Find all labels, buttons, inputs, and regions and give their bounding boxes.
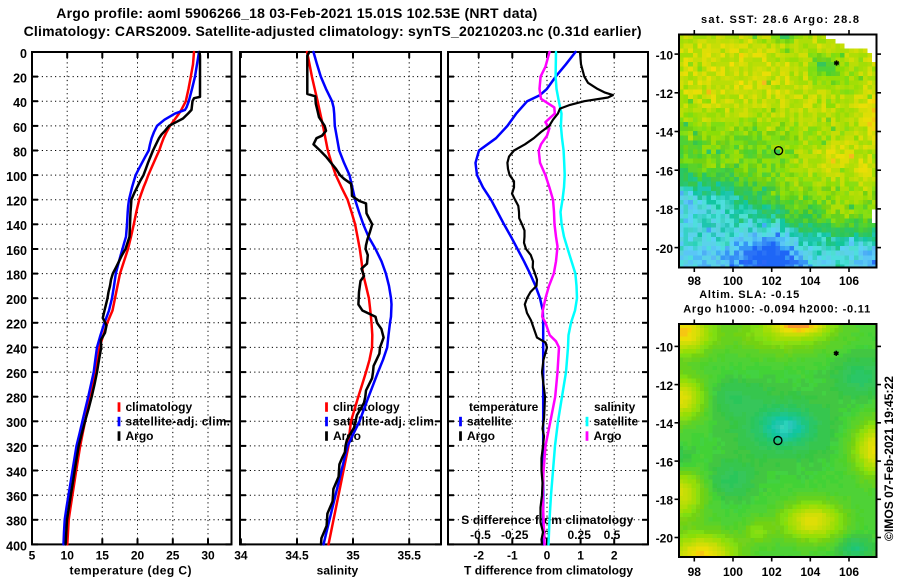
svg-text:-16: -16 <box>656 455 674 469</box>
svg-text:temperature: temperature <box>469 400 539 414</box>
svg-text:40: 40 <box>13 96 27 110</box>
svg-text:34.5: 34.5 <box>285 549 309 563</box>
svg-text:240: 240 <box>6 342 27 356</box>
svg-text:-16: -16 <box>656 164 674 178</box>
svg-text:220: 220 <box>6 318 27 332</box>
svg-text:34: 34 <box>234 549 248 563</box>
svg-text:-0.25: -0.25 <box>501 528 529 542</box>
svg-text:120: 120 <box>6 195 27 209</box>
svg-text:Altim. SLA: -0.15: Altim. SLA: -0.15 <box>699 289 799 301</box>
svg-text:106: 106 <box>839 274 859 288</box>
svg-text:35: 35 <box>346 549 360 563</box>
svg-text:400: 400 <box>6 539 27 553</box>
svg-text:180: 180 <box>6 268 27 282</box>
svg-text:0: 0 <box>20 47 27 61</box>
svg-text:2: 2 <box>611 549 618 563</box>
svg-text:-1: -1 <box>507 549 518 563</box>
svg-text:0.25: 0.25 <box>568 528 592 542</box>
svg-text:280: 280 <box>6 392 27 406</box>
svg-text:-0.5: -0.5 <box>470 528 491 542</box>
svg-text:salinity: salinity <box>317 564 359 578</box>
svg-text:25: 25 <box>166 549 180 563</box>
svg-text:0: 0 <box>544 549 551 563</box>
svg-text:Argo h1000: -0.094 h2000: -0.1: Argo h1000: -0.094 h2000: -0.11 <box>683 303 870 315</box>
svg-text:60: 60 <box>13 121 27 135</box>
svg-text:-14: -14 <box>656 126 674 140</box>
svg-text:100: 100 <box>6 170 27 184</box>
svg-text:-2: -2 <box>473 549 484 563</box>
svg-text:35.5: 35.5 <box>398 549 422 563</box>
svg-text:0: 0 <box>543 528 550 542</box>
svg-text:360: 360 <box>6 490 27 504</box>
svg-text:satellite: satellite <box>467 415 512 429</box>
svg-text:106: 106 <box>839 565 859 579</box>
svg-text:-12: -12 <box>656 87 674 101</box>
svg-text:0.5: 0.5 <box>604 528 621 542</box>
svg-text:climatology: climatology <box>126 400 193 414</box>
svg-text:200: 200 <box>6 293 27 307</box>
svg-text:climatology: climatology <box>333 400 400 414</box>
svg-text:340: 340 <box>6 465 27 479</box>
svg-text:satellite-adj. clim.: satellite-adj. clim. <box>126 415 231 429</box>
svg-text:sat. SST: 28.6 Argo: 28.8: sat. SST: 28.6 Argo: 28.8 <box>701 14 859 26</box>
svg-text:104: 104 <box>800 274 820 288</box>
svg-text:102: 102 <box>762 565 782 579</box>
svg-text:-20: -20 <box>656 242 674 256</box>
svg-text:300: 300 <box>6 416 27 430</box>
svg-text:Argo: Argo <box>467 429 495 443</box>
svg-text:S difference from climatology: S difference from climatology <box>461 513 633 527</box>
svg-text:380: 380 <box>6 515 27 529</box>
svg-text:-18: -18 <box>656 493 674 507</box>
svg-text:15: 15 <box>96 549 110 563</box>
svg-text:satellite-adj. clim.: satellite-adj. clim. <box>333 415 438 429</box>
svg-text:©IMOS 07-Feb-2021 19:45:22: ©IMOS 07-Feb-2021 19:45:22 <box>882 376 896 541</box>
svg-text:100: 100 <box>723 565 743 579</box>
svg-text:-14: -14 <box>656 417 674 431</box>
svg-text:98: 98 <box>688 565 702 579</box>
svg-text:-18: -18 <box>656 203 674 217</box>
svg-text:1: 1 <box>577 549 584 563</box>
svg-text:100: 100 <box>723 274 743 288</box>
svg-text:260: 260 <box>6 367 27 381</box>
svg-text:140: 140 <box>6 219 27 233</box>
svg-text:Argo: Argo <box>594 429 622 443</box>
svg-text:320: 320 <box>6 441 27 455</box>
svg-text:5: 5 <box>29 549 36 563</box>
svg-text:160: 160 <box>6 244 27 258</box>
svg-text:10: 10 <box>61 549 75 563</box>
svg-text:-10: -10 <box>656 48 674 62</box>
svg-text:-10: -10 <box>656 341 674 355</box>
svg-text:98: 98 <box>688 274 702 288</box>
svg-text:-12: -12 <box>656 379 674 393</box>
svg-text:104: 104 <box>800 565 820 579</box>
svg-text:-20: -20 <box>656 532 674 546</box>
svg-text:102: 102 <box>762 274 782 288</box>
svg-text:Argo profile: aoml 5906266_18: Argo profile: aoml 5906266_18 03-Feb-202… <box>56 5 537 21</box>
svg-text:Argo: Argo <box>126 429 154 443</box>
svg-text:Climatology: CARS2009. Satelli: Climatology: CARS2009. Satellite-adjuste… <box>24 23 642 39</box>
svg-text:30: 30 <box>201 549 215 563</box>
svg-text:80: 80 <box>13 145 27 159</box>
svg-text:20: 20 <box>13 72 27 86</box>
svg-text:20: 20 <box>131 549 145 563</box>
svg-text:T difference from climatology: T difference from climatology <box>464 564 633 578</box>
svg-text:satellite: satellite <box>594 415 639 429</box>
svg-text:salinity: salinity <box>594 400 636 414</box>
svg-text:temperature (deg C): temperature (deg C) <box>70 564 192 578</box>
